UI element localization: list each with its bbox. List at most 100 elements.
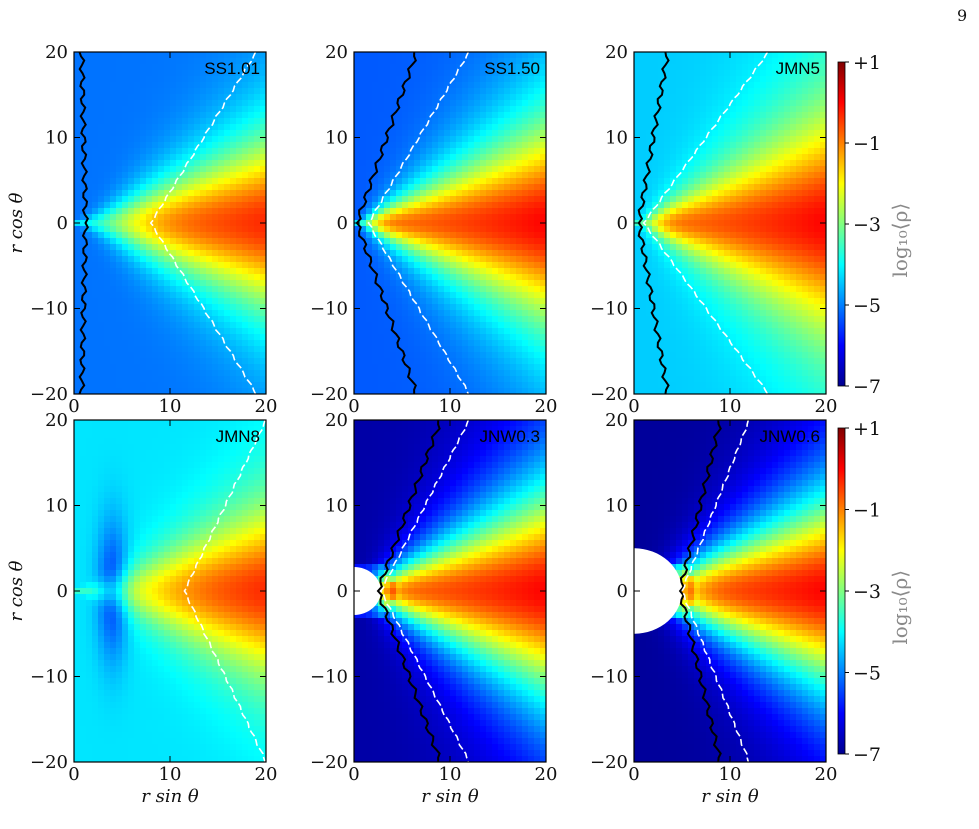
heatmap-cell	[730, 334, 737, 341]
heatmap-cell	[146, 142, 153, 149]
heatmap-cell	[206, 346, 213, 353]
y-axis-label: r cos θ	[6, 192, 27, 253]
heatmap-cell	[748, 292, 755, 299]
heatmap-cell	[188, 334, 195, 341]
heatmap-cell	[420, 196, 427, 203]
heatmap-cell	[248, 160, 255, 167]
heatmap-cell	[718, 286, 725, 293]
heatmap-cell	[480, 244, 487, 251]
heatmap-cell	[170, 52, 177, 59]
heatmap-cell	[110, 64, 117, 71]
heatmap-cell	[456, 370, 463, 377]
heatmap-cell	[426, 190, 433, 197]
heatmap-cell	[748, 64, 755, 71]
heatmap-cell	[224, 322, 231, 329]
heatmap-cell	[736, 316, 743, 323]
heatmap-cell	[712, 370, 719, 377]
heatmap-cell	[248, 76, 255, 83]
heatmap-cell	[658, 298, 665, 305]
heatmap-cell	[718, 166, 725, 173]
heatmap-cell	[682, 298, 689, 305]
heatmap-cell	[640, 340, 647, 347]
heatmap-cell	[146, 274, 153, 281]
heatmap-cell	[748, 190, 755, 197]
heatmap-cell	[224, 148, 231, 155]
heatmap-cell	[486, 160, 493, 167]
heatmap-cell	[664, 94, 671, 101]
heatmap-cell	[366, 376, 373, 383]
heatmap-cell	[92, 292, 99, 299]
heatmap-cell	[700, 136, 707, 143]
heatmap-cell	[230, 238, 237, 245]
heatmap-cell	[360, 370, 367, 377]
heatmap-cell	[146, 364, 153, 371]
heatmap-cell	[146, 100, 153, 107]
heatmap-cell	[534, 142, 541, 149]
heatmap-cell	[122, 346, 129, 353]
heatmap-cell	[194, 256, 201, 263]
heatmap-cell	[736, 226, 743, 233]
heatmap-cell	[676, 364, 683, 371]
heatmap-cell	[492, 268, 499, 275]
heatmap-cell	[718, 64, 725, 71]
heatmap-cell	[200, 298, 207, 305]
heatmap-cell	[664, 106, 671, 113]
heatmap-cell	[402, 148, 409, 155]
heatmap-cell	[384, 286, 391, 293]
heatmap-cell	[486, 202, 493, 209]
heatmap-cell	[354, 106, 361, 113]
heatmap-cell	[390, 88, 397, 95]
heatmap-cell	[444, 64, 451, 71]
heatmap-cell	[360, 244, 367, 251]
heatmap-cell	[682, 328, 689, 335]
heatmap-cell	[206, 238, 213, 245]
heatmap-cell	[492, 244, 499, 251]
heatmap-cell	[540, 250, 546, 257]
heatmap-cell	[742, 232, 749, 239]
heatmap-cell	[360, 196, 367, 203]
heatmap-cell	[408, 226, 415, 233]
heatmap-cell	[74, 334, 81, 341]
heatmap-cell	[736, 310, 743, 317]
heatmap-cell	[378, 352, 385, 359]
heatmap-cell	[408, 52, 415, 59]
heatmap-cell	[742, 280, 749, 287]
heatmap-cell	[182, 136, 189, 143]
heatmap-cell	[736, 304, 743, 311]
heatmap-cell	[224, 118, 231, 125]
heatmap-cell	[128, 226, 135, 233]
heatmap-cell	[254, 118, 261, 125]
heatmap-cell	[218, 196, 225, 203]
heatmap-cell	[128, 280, 135, 287]
heatmap-cell	[456, 280, 463, 287]
heatmap-cell	[736, 184, 743, 191]
heatmap-cell	[152, 358, 159, 365]
heatmap-cell	[92, 358, 99, 365]
heatmap-cell	[194, 292, 201, 299]
heatmap-cell	[390, 124, 397, 131]
heatmap-cell	[86, 244, 93, 251]
heatmap-cell	[736, 262, 743, 269]
heatmap-cell	[670, 160, 677, 167]
heatmap-cell	[432, 262, 439, 269]
heatmap-cell	[760, 184, 767, 191]
heatmap-cell	[200, 142, 207, 149]
heatmap-cell	[664, 190, 671, 197]
heatmap-cell	[754, 358, 761, 365]
heatmap-cell	[414, 304, 421, 311]
heatmap-cell	[676, 310, 683, 317]
heatmap-cell	[432, 88, 439, 95]
heatmap-cell	[104, 64, 111, 71]
heatmap-cell	[390, 310, 397, 317]
heatmap-cell	[694, 136, 701, 143]
heatmap-cell	[254, 274, 261, 281]
heatmap-cell	[122, 304, 129, 311]
heatmap-cell	[498, 262, 505, 269]
heatmap-cell	[242, 124, 249, 131]
heatmap-cell	[450, 250, 457, 257]
heatmap-cell	[140, 292, 147, 299]
heatmap-cell	[730, 196, 737, 203]
heatmap-cell	[218, 316, 225, 323]
heatmap-cell	[92, 190, 99, 197]
heatmap-cell	[456, 172, 463, 179]
